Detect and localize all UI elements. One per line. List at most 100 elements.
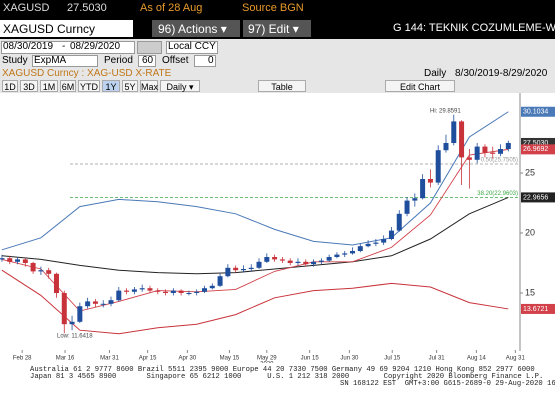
y-tick-label: 20 [525, 227, 535, 237]
candle-body [474, 146, 480, 160]
candle-body [342, 253, 348, 255]
level-label: 38.20(22.9603) [477, 191, 518, 197]
y-tick-label: 15 [525, 287, 535, 297]
source: Source BGN [242, 2, 304, 14]
x-tick-label: Jun 15 [301, 356, 320, 362]
x-tick-label: Jun 30 [340, 356, 359, 362]
year-label: 2020 [260, 362, 274, 363]
study-name: ExpMA [34, 55, 67, 66]
indicator-line [1, 269, 509, 335]
candle-body [295, 261, 301, 263]
x-tick-label: Aug 31 [506, 356, 526, 362]
footer-line: Australia 61 2 9777 8600 Brazil 5511 239… [30, 366, 535, 374]
chart: Hi: 29.8591 Low: 11.6418 15 20 25 Feb 28 Mar… [0, 93, 555, 363]
candle-body [100, 303, 106, 305]
indicator-line [1, 196, 509, 275]
candle-body [388, 230, 394, 239]
candle-body [233, 267, 239, 271]
candle-body [373, 242, 379, 244]
candle-body [318, 260, 324, 262]
candle-body [451, 121, 457, 143]
candle-body [194, 291, 200, 293]
price: 27.5030 [67, 2, 107, 14]
candle-body [92, 301, 98, 304]
security-input[interactable] [0, 20, 133, 37]
x-tick-label: Apr 30 [179, 356, 197, 362]
study-select[interactable] [32, 55, 98, 67]
candle-body [225, 267, 231, 277]
range-button[interactable]: Max [140, 80, 159, 92]
last-value-box [521, 192, 555, 203]
edit-button[interactable] [243, 20, 311, 37]
candle-body [248, 267, 254, 269]
offset: 0 [208, 55, 214, 66]
footer-line: SN 168122 EST GMT+3:00 G615-2689-0 29-Au… [340, 380, 555, 388]
range-button[interactable]: 1M [40, 80, 58, 92]
table-button[interactable]: Table [258, 80, 306, 92]
candle-body [186, 293, 192, 294]
indicator-line [1, 148, 509, 312]
candle-body [505, 142, 511, 149]
period-input[interactable] [138, 55, 156, 67]
candle-body [170, 290, 176, 293]
last-value-box [521, 106, 555, 117]
range-button[interactable]: 6M [60, 80, 76, 92]
study-label: Study [2, 55, 28, 66]
as-of: As of 28 Aug [140, 2, 203, 14]
range-button[interactable]: 1D [2, 80, 18, 92]
date-input[interactable] [1, 41, 135, 54]
x-tick-label: Mar 31 [100, 356, 119, 362]
candle-body [396, 213, 402, 231]
frequency: Daily [424, 68, 447, 79]
last-value-box [521, 303, 555, 314]
candle-body [77, 306, 83, 322]
low-annotation: Low: 11.6418 [57, 334, 93, 340]
candle-body [7, 258, 13, 262]
range-button[interactable]: 3D [20, 80, 38, 92]
candle-body [482, 146, 488, 153]
candle-body [427, 179, 433, 183]
candle-body [334, 254, 340, 257]
x-tick-label: Jul 15 [384, 356, 401, 362]
candle-body [459, 121, 465, 158]
last-value-label: 13.6721 [523, 306, 548, 313]
candle-body [466, 157, 472, 160]
actions-button[interactable] [152, 20, 240, 37]
indicator-line [1, 111, 509, 251]
end-date: 08/29/2020 [70, 41, 121, 52]
actions: 96) Actions ▾ [158, 22, 227, 36]
y-tick-label: 25 [525, 167, 535, 177]
ccy: Local CCY [168, 41, 216, 52]
candle-body [217, 276, 223, 286]
x-tick-label: Mar 16 [56, 356, 75, 362]
ccy-select[interactable] [166, 41, 218, 54]
candle-body [303, 261, 309, 265]
candle-body [490, 152, 496, 154]
edit-chart-button[interactable]: Edit Chart [385, 80, 455, 92]
start-date: 08/30/2019 [3, 41, 54, 52]
range-button[interactable]: 1Y [102, 80, 120, 92]
nav-arrows[interactable] [137, 41, 162, 54]
candle-body [311, 261, 317, 265]
candle-body [365, 243, 371, 247]
candle-body [131, 289, 137, 292]
candle-body [435, 150, 441, 183]
x-tick-label: Aug 14 [467, 356, 487, 362]
candle-body [256, 261, 262, 268]
candle-body [61, 293, 67, 325]
candle-body [264, 257, 270, 262]
range-button[interactable]: Daily ▾ [160, 80, 200, 92]
candle-body [69, 321, 75, 325]
footer-line: Japan 81 3 4565 8900 Singapore 65 6212 1… [30, 373, 544, 381]
chart-name: XAGUSD Curncy : XAG-USD X-RATE [2, 68, 172, 79]
candle-body [15, 259, 21, 262]
ticker: XAGUSD [3, 2, 50, 14]
edit: 97) Edit ▾ [248, 22, 299, 36]
range-button[interactable]: 5Y [122, 80, 138, 92]
candle-body [287, 260, 293, 263]
range-button[interactable]: YTD [78, 80, 100, 92]
candle-body [279, 259, 285, 261]
offset-input[interactable] [194, 55, 216, 67]
x-tick-label: Jul 31 [429, 356, 446, 362]
